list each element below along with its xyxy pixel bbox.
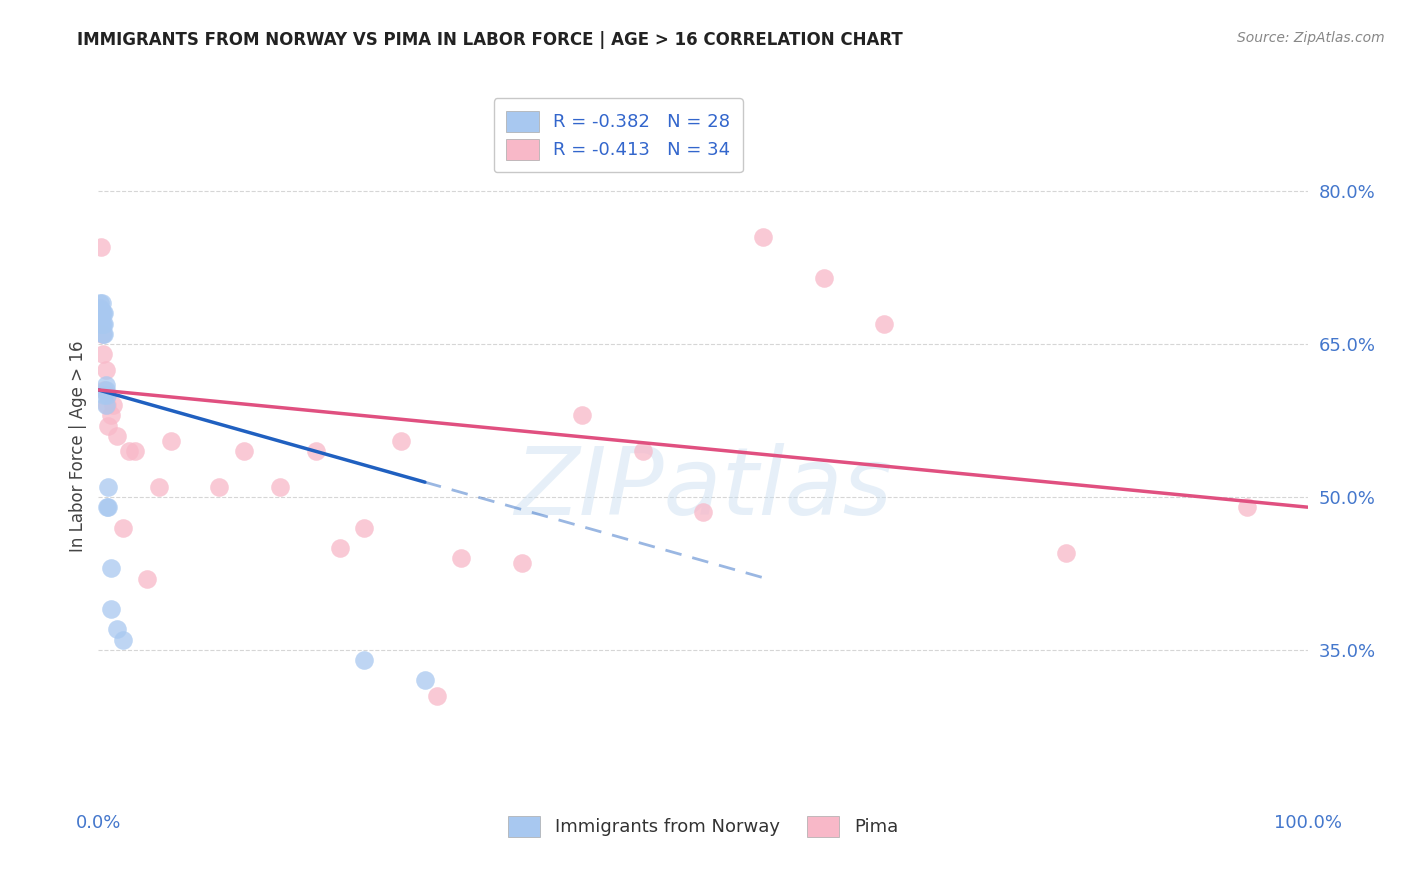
Point bbox=[93, 317, 115, 331]
Point bbox=[105, 623, 128, 637]
Legend: Immigrants from Norway, Pima: Immigrants from Norway, Pima bbox=[501, 808, 905, 844]
Point bbox=[90, 317, 112, 331]
Point bbox=[89, 306, 111, 320]
Point bbox=[105, 429, 128, 443]
Point bbox=[89, 301, 111, 316]
Point bbox=[89, 296, 111, 310]
Point bbox=[93, 306, 115, 320]
Point bbox=[135, 572, 157, 586]
Point bbox=[96, 388, 118, 402]
Point bbox=[100, 409, 122, 423]
Point bbox=[305, 444, 328, 458]
Point bbox=[510, 556, 533, 570]
Point bbox=[91, 296, 114, 310]
Point bbox=[813, 270, 835, 285]
Point bbox=[353, 520, 375, 534]
Point bbox=[91, 317, 114, 331]
Point bbox=[96, 398, 118, 412]
Point bbox=[90, 240, 112, 254]
Y-axis label: In Labor Force | Age > 16: In Labor Force | Age > 16 bbox=[69, 340, 87, 552]
Point bbox=[160, 434, 183, 448]
Point bbox=[752, 230, 775, 244]
Point bbox=[426, 689, 449, 703]
Point bbox=[97, 500, 120, 515]
Point bbox=[91, 306, 114, 320]
Point bbox=[91, 347, 114, 361]
Point bbox=[91, 317, 114, 331]
Point bbox=[94, 383, 117, 397]
Point bbox=[389, 434, 412, 448]
Point bbox=[93, 326, 115, 341]
Point bbox=[1236, 500, 1258, 515]
Point bbox=[1054, 546, 1077, 560]
Point bbox=[93, 388, 115, 402]
Point bbox=[111, 520, 134, 534]
Text: Source: ZipAtlas.com: Source: ZipAtlas.com bbox=[1237, 31, 1385, 45]
Point bbox=[94, 362, 117, 376]
Point bbox=[91, 306, 114, 320]
Point bbox=[232, 444, 254, 458]
Point bbox=[100, 602, 122, 616]
Point bbox=[450, 551, 472, 566]
Point bbox=[93, 383, 115, 397]
Point bbox=[90, 303, 112, 318]
Text: IMMIGRANTS FROM NORWAY VS PIMA IN LABOR FORCE | AGE > 16 CORRELATION CHART: IMMIGRANTS FROM NORWAY VS PIMA IN LABOR … bbox=[77, 31, 903, 49]
Point bbox=[148, 480, 170, 494]
Point bbox=[94, 398, 117, 412]
Point bbox=[91, 326, 114, 341]
Point bbox=[631, 444, 654, 458]
Point bbox=[329, 541, 352, 555]
Point bbox=[111, 632, 134, 647]
Point bbox=[101, 398, 124, 412]
Point bbox=[97, 418, 120, 433]
Point bbox=[124, 444, 146, 458]
Point bbox=[571, 409, 593, 423]
Point bbox=[269, 480, 291, 494]
Point bbox=[208, 480, 231, 494]
Point bbox=[413, 673, 436, 688]
Text: ZIPatlas: ZIPatlas bbox=[515, 443, 891, 534]
Point bbox=[118, 444, 141, 458]
Point bbox=[96, 500, 118, 515]
Point bbox=[97, 480, 120, 494]
Point bbox=[873, 317, 896, 331]
Point bbox=[692, 505, 714, 519]
Point bbox=[100, 561, 122, 575]
Point bbox=[94, 377, 117, 392]
Point bbox=[91, 326, 114, 341]
Point bbox=[353, 653, 375, 667]
